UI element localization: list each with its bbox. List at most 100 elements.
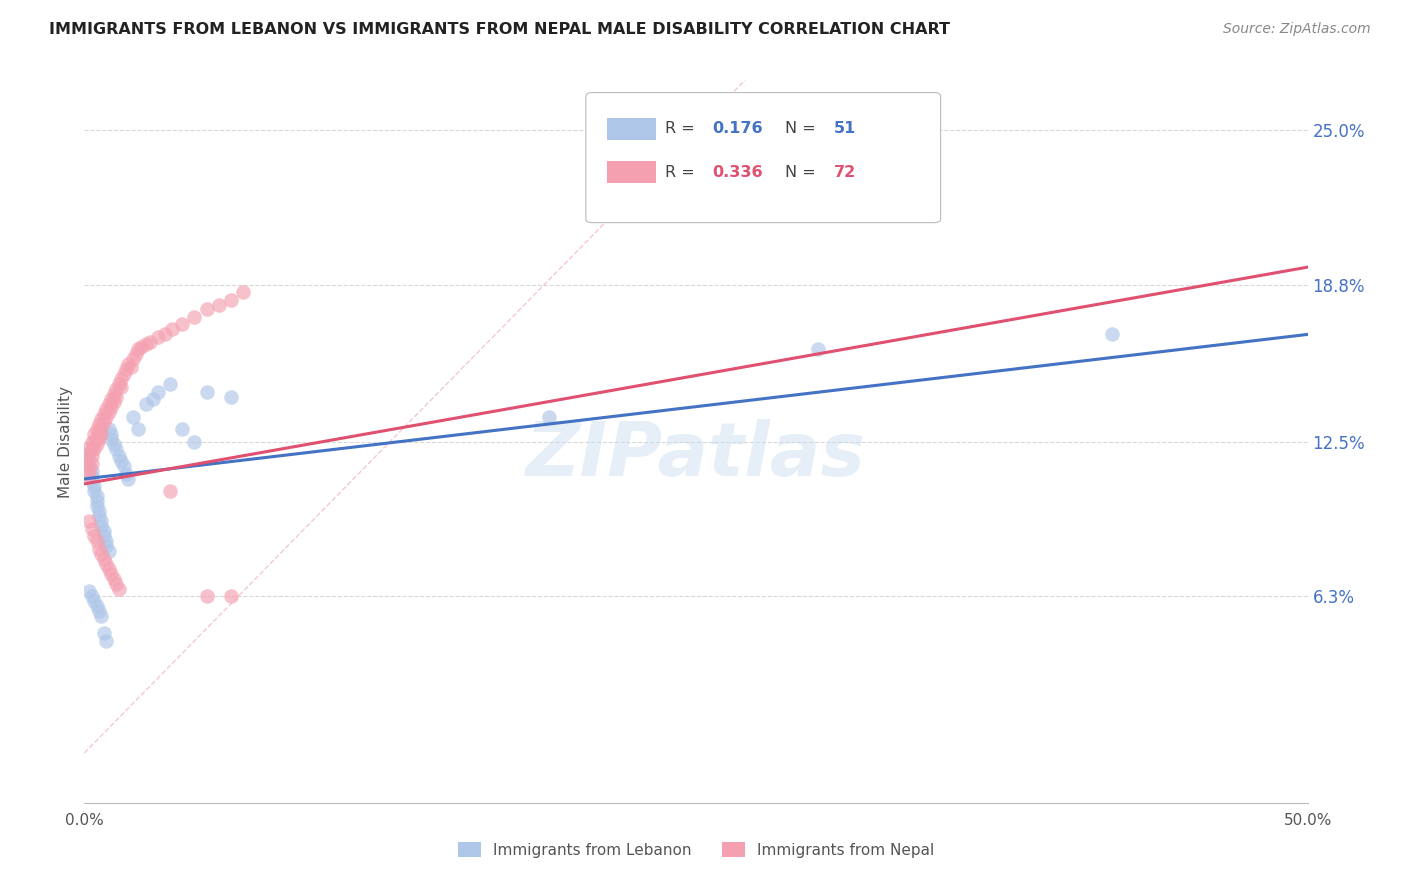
Point xyxy=(100,427,122,442)
Point xyxy=(97,422,120,436)
Point xyxy=(100,400,122,414)
Point xyxy=(96,402,118,417)
Point xyxy=(86,599,108,613)
Point xyxy=(97,561,120,575)
Point xyxy=(127,422,149,436)
Point xyxy=(105,390,128,404)
Point xyxy=(125,347,148,361)
Point xyxy=(103,437,125,451)
Point xyxy=(87,604,110,618)
Point xyxy=(76,442,98,456)
Point xyxy=(107,450,129,464)
Point xyxy=(80,475,103,489)
Point xyxy=(142,392,165,407)
Point xyxy=(153,327,176,342)
Point xyxy=(83,529,105,543)
Point xyxy=(80,465,103,479)
Point xyxy=(77,452,100,467)
Point xyxy=(86,494,108,508)
Point xyxy=(172,422,194,436)
Text: Source: ZipAtlas.com: Source: ZipAtlas.com xyxy=(1223,22,1371,37)
Point xyxy=(97,397,120,411)
Point xyxy=(105,382,128,396)
Point xyxy=(80,469,103,483)
Point xyxy=(80,434,103,449)
Text: N =: N = xyxy=(786,121,821,136)
Point xyxy=(76,457,98,471)
Point xyxy=(105,442,128,456)
Point xyxy=(135,337,157,351)
Bar xyxy=(606,161,655,183)
Point xyxy=(122,409,145,424)
Point xyxy=(86,422,108,436)
Point xyxy=(219,390,242,404)
Point xyxy=(538,409,561,424)
Point xyxy=(86,489,108,503)
Point xyxy=(80,450,103,464)
Point xyxy=(195,302,218,317)
Point xyxy=(86,429,108,443)
Point xyxy=(103,394,125,409)
Point xyxy=(195,384,218,399)
Text: 72: 72 xyxy=(834,164,856,179)
Point xyxy=(110,454,132,468)
Point xyxy=(96,409,118,424)
Point xyxy=(115,362,138,376)
Point xyxy=(93,415,115,429)
Point xyxy=(807,343,830,357)
Point xyxy=(110,372,132,386)
Point xyxy=(117,357,139,371)
Point xyxy=(87,509,110,524)
Point xyxy=(97,544,120,558)
Point xyxy=(129,340,152,354)
Point xyxy=(83,484,105,499)
Point xyxy=(195,589,218,603)
Point xyxy=(90,519,112,533)
Point xyxy=(83,427,105,442)
Point xyxy=(105,576,128,591)
Point xyxy=(87,425,110,439)
Point xyxy=(93,551,115,566)
Point xyxy=(219,589,242,603)
Point xyxy=(90,412,112,426)
Point xyxy=(183,310,205,324)
Point xyxy=(122,352,145,367)
Point xyxy=(93,407,115,421)
Point xyxy=(80,442,103,456)
Point xyxy=(90,419,112,434)
Text: N =: N = xyxy=(786,164,821,179)
Point xyxy=(77,469,100,483)
Point xyxy=(83,442,105,456)
Point xyxy=(83,479,105,493)
Point xyxy=(146,330,169,344)
Point xyxy=(90,427,112,442)
Point xyxy=(127,343,149,357)
Point xyxy=(77,465,100,479)
Text: 0.176: 0.176 xyxy=(711,121,762,136)
Point xyxy=(90,547,112,561)
Point xyxy=(87,432,110,446)
Point xyxy=(100,432,122,446)
Text: 0.336: 0.336 xyxy=(711,164,762,179)
Point xyxy=(232,285,254,299)
Point xyxy=(87,504,110,518)
Text: ZIPatlas: ZIPatlas xyxy=(526,419,866,492)
Text: R =: R = xyxy=(665,164,700,179)
Point xyxy=(100,566,122,581)
Point xyxy=(183,434,205,449)
Point xyxy=(112,368,135,382)
Point xyxy=(76,450,98,464)
Point xyxy=(90,514,112,528)
Text: R =: R = xyxy=(665,121,700,136)
Point xyxy=(1101,327,1123,342)
Text: 51: 51 xyxy=(834,121,856,136)
Point xyxy=(77,459,100,474)
Text: IMMIGRANTS FROM LEBANON VS IMMIGRANTS FROM NEPAL MALE DISABILITY CORRELATION CHA: IMMIGRANTS FROM LEBANON VS IMMIGRANTS FR… xyxy=(49,22,950,37)
Point xyxy=(97,404,120,418)
Y-axis label: Male Disability: Male Disability xyxy=(58,385,73,498)
Point xyxy=(112,459,135,474)
Point xyxy=(83,594,105,608)
Point xyxy=(208,297,231,311)
Point xyxy=(139,334,162,349)
Point xyxy=(117,472,139,486)
